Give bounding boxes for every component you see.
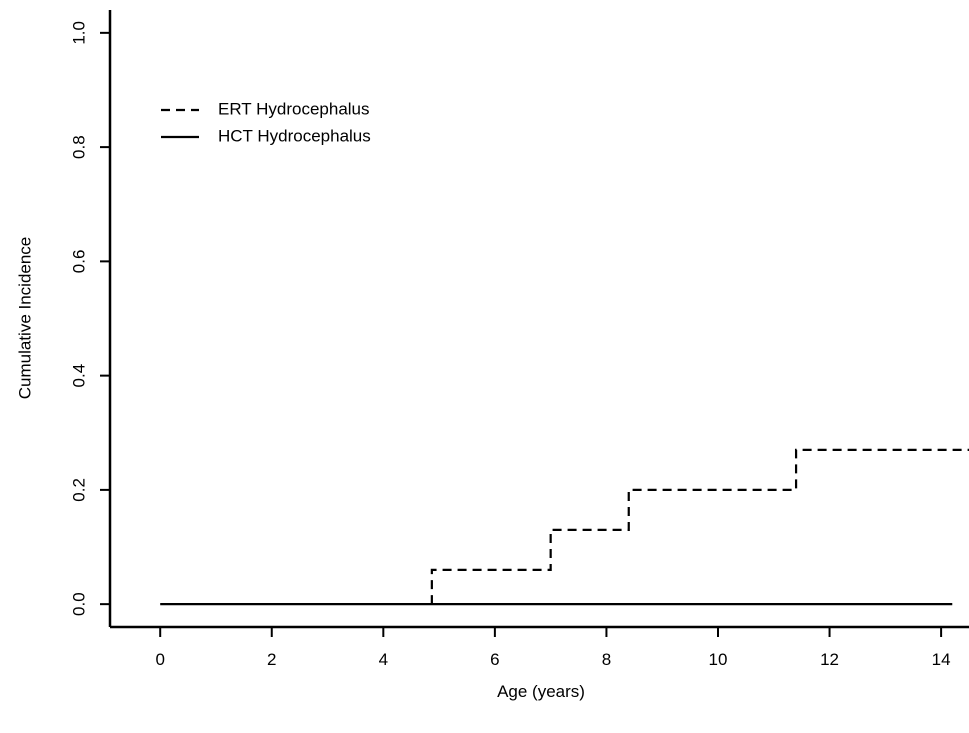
x-tick-label: 10 xyxy=(709,650,728,669)
y-tick-label: 0.2 xyxy=(69,478,88,502)
x-tick-label: 6 xyxy=(490,650,499,669)
y-tick-label: 0.4 xyxy=(69,364,88,388)
x-tick-label: 14 xyxy=(932,650,951,669)
x-axis-title: Age (years) xyxy=(497,682,585,701)
x-tick-label: 12 xyxy=(820,650,839,669)
y-axis-title: Cumulative Incidence xyxy=(15,237,34,400)
series-line-0 xyxy=(430,448,969,605)
legend-label-1: HCT Hydrocephalus xyxy=(218,126,371,145)
x-tick-label: 8 xyxy=(602,650,611,669)
x-tick-label: 2 xyxy=(267,650,276,669)
legend-layer: ERT Hydrocephalus HCT Hydrocephalus xyxy=(161,99,371,145)
x-tick-label: 4 xyxy=(379,650,388,669)
y-tick-label: 1.0 xyxy=(69,21,88,45)
series-layer xyxy=(160,448,969,606)
axes-layer: 0 2 4 6 8 10 12 14 0.0 0.2 0.4 0.6 0.8 1.0 xyxy=(69,10,969,669)
legend-label-0: ERT Hydrocephalus xyxy=(218,99,370,118)
y-tick-label: 0.6 xyxy=(69,250,88,274)
y-tick-label: 0.0 xyxy=(69,592,88,616)
y-tick-label: 0.8 xyxy=(69,135,88,159)
x-tick-label: 0 xyxy=(155,650,164,669)
